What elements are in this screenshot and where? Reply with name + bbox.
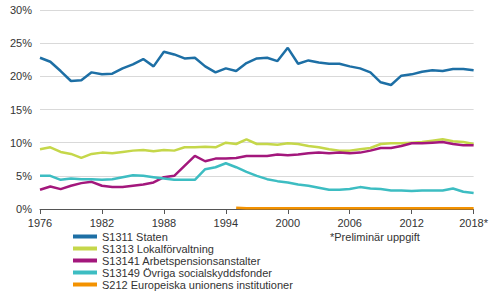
svg-text:10%: 10%: [10, 137, 32, 149]
svg-text:5%: 5%: [16, 170, 32, 182]
svg-text:1988: 1988: [152, 217, 176, 229]
svg-text:2000: 2000: [276, 217, 300, 229]
svg-text:S212 Europeiska unionens insti: S212 Europeiska unionens institutioner: [102, 279, 293, 291]
svg-text:S1313 Lokalförvaltning: S1313 Lokalförvaltning: [102, 243, 214, 255]
svg-text:*Preliminär uppgift: *Preliminär uppgift: [330, 231, 420, 243]
svg-text:1994: 1994: [214, 217, 238, 229]
svg-text:1982: 1982: [90, 217, 114, 229]
svg-text:1976: 1976: [28, 217, 52, 229]
svg-text:2018*: 2018*: [459, 217, 488, 229]
svg-text:20%: 20%: [10, 70, 32, 82]
svg-text:2006: 2006: [337, 217, 361, 229]
svg-text:S13141 Arbetspensionsanstalter: S13141 Arbetspensionsanstalter: [102, 255, 261, 267]
svg-text:25%: 25%: [10, 37, 32, 49]
svg-text:S1311 Staten: S1311 Staten: [102, 231, 168, 243]
svg-text:30%: 30%: [10, 4, 32, 16]
svg-text:2012: 2012: [399, 217, 423, 229]
svg-text:0%: 0%: [16, 203, 32, 215]
svg-text:15%: 15%: [10, 104, 32, 116]
svg-text:S13149 Övriga socialskyddsfond: S13149 Övriga socialskyddsfonder: [102, 267, 272, 279]
